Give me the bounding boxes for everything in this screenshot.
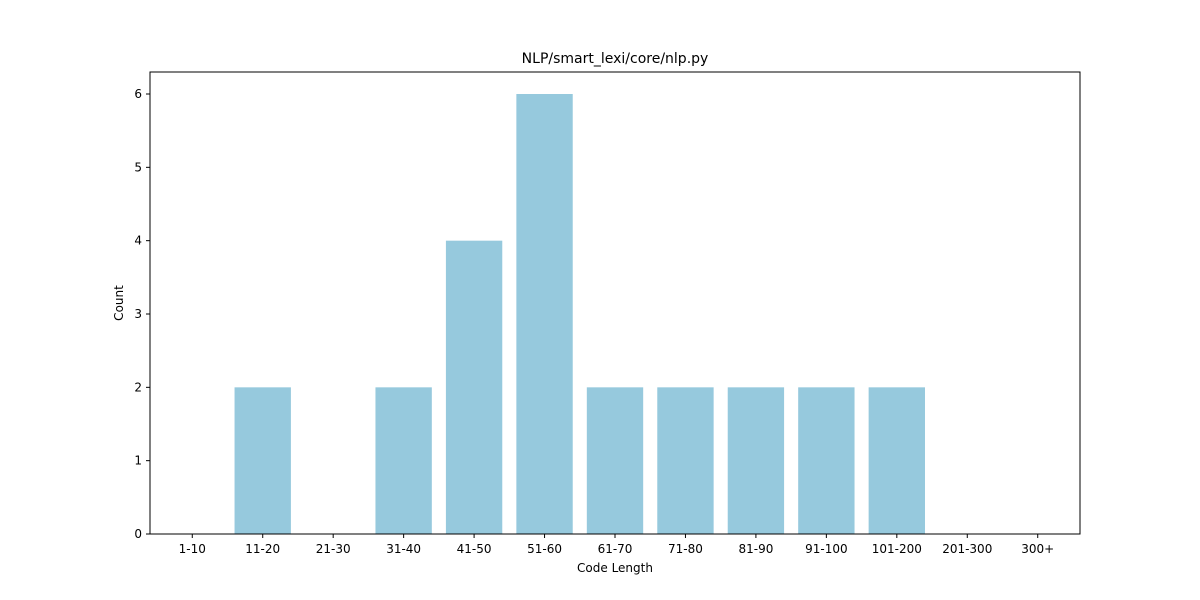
y-tick-label: 3	[134, 307, 142, 321]
y-axis-title: Count	[112, 285, 126, 321]
bar-31-40	[375, 387, 432, 534]
x-tick-label: 21-30	[316, 542, 351, 556]
x-tick-label: 31-40	[386, 542, 421, 556]
x-tick-label: 201-300	[942, 542, 992, 556]
bar-51-60	[516, 94, 573, 534]
y-tick-label: 2	[134, 380, 142, 394]
bar-101-200	[868, 387, 925, 534]
y-tick-label: 4	[134, 234, 142, 248]
bar-91-100	[798, 387, 855, 534]
bar-61-70	[586, 387, 644, 534]
chart-title: NLP/smart_lexi/core/nlp.py	[522, 51, 709, 67]
bar-11-20	[234, 387, 291, 534]
y-tick-label: 1	[134, 454, 142, 468]
bar-41-50	[445, 240, 503, 534]
y-tick-label: 6	[134, 87, 142, 101]
x-tick-label: 11-20	[245, 542, 280, 556]
x-tick-label: 81-90	[738, 542, 773, 556]
x-tick-label: 101-200	[872, 542, 922, 556]
x-tick-label: 1-10	[179, 542, 206, 556]
bar-71-80	[657, 387, 714, 534]
x-axis: 1-10 11-20 21-30 31-40 41-50 51-60 61-70 71-80 8…	[179, 534, 1054, 556]
x-tick-label: 91-100	[805, 542, 848, 556]
bar-81-90	[727, 387, 785, 534]
x-axis-title: Code Length	[577, 561, 653, 575]
x-tick-label: 41-50	[457, 542, 492, 556]
bars-group	[234, 94, 925, 534]
x-tick-label: 51-60	[527, 542, 562, 556]
x-tick-label: 300+	[1021, 542, 1054, 556]
x-tick-label: 71-80	[668, 542, 703, 556]
y-tick-label: 5	[134, 160, 142, 174]
y-axis: 0 1 2 3 4 5 6	[134, 87, 150, 541]
x-tick-label: 61-70	[598, 542, 633, 556]
y-tick-label: 0	[134, 527, 142, 541]
